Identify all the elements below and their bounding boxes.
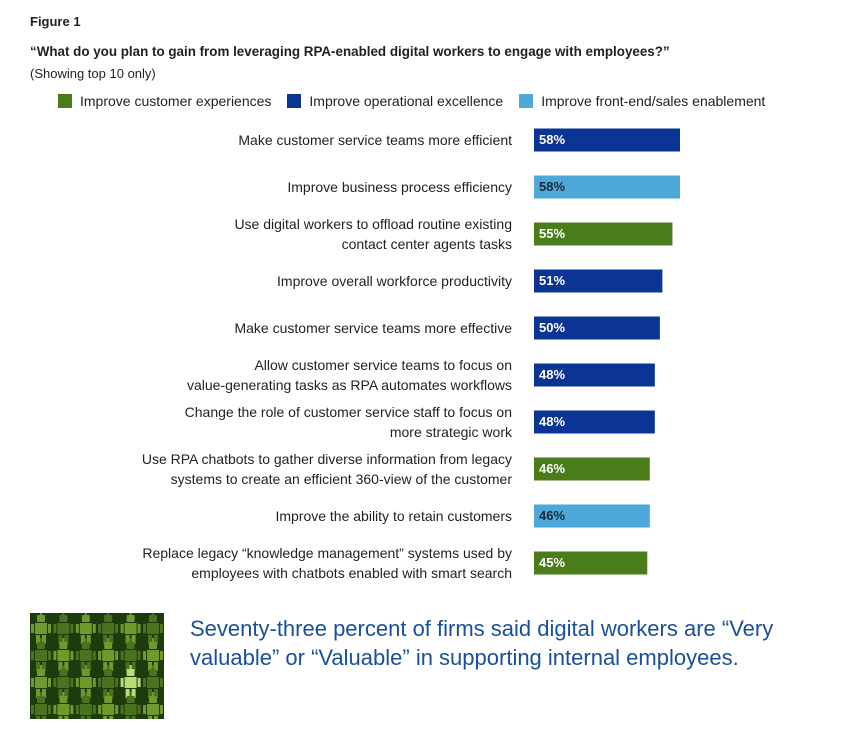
bar-value-label: 50% [539,320,565,335]
category-label: Make customer service teams more efficie… [238,132,512,148]
bar-value-label: 58% [539,132,565,147]
legend-item-sales-enablement: Improve front-end/sales enablement [519,93,765,109]
bar-value-label: 46% [539,508,565,523]
bar-10 [534,551,648,575]
bar-8 [534,457,650,481]
legend-label: Improve customer experiences [80,93,272,109]
bar-2 [534,175,680,199]
bar-value-label: 48% [539,414,565,429]
figure-label: Figure 1 [30,14,81,29]
category-label: Use digital workers to offload routine e… [234,216,512,252]
bar-value-label: 55% [539,226,565,241]
legend-label: Improve front-end/sales enablement [541,93,766,109]
category-label: Use RPA chatbots to gather diverse infor… [142,451,512,487]
bar-value-label: 51% [539,273,565,288]
chart-title: “What do you plan to gain from leveragin… [30,44,670,59]
bar-value-label: 58% [539,179,565,194]
legend-item-operational-excellence: Improve operational excellence [287,93,503,109]
category-label: Improve the ability to retain customers [275,508,512,524]
legend: Improve customer experiences Improve ope… [58,93,765,109]
category-label: Improve business process efficiency [287,179,512,195]
bar-value-label: 46% [539,461,565,476]
category-label: Allow customer service teams to focus on… [187,357,512,393]
callout-text: Seventy-three percent of firms said digi… [190,616,774,670]
bar-value-label: 48% [539,367,565,382]
bar-1 [534,128,680,152]
legend-swatch [58,94,72,108]
chart-subtitle: (Showing top 10 only) [30,66,156,81]
legend-item-customer-experiences: Improve customer experiences [58,93,271,109]
legend-swatch [519,94,534,108]
bar-4 [534,269,663,293]
bar-chart: 58% Make customer service teams more effi… [142,128,680,581]
legend-swatch [287,94,302,108]
bar-value-label: 45% [539,555,565,570]
robot-pattern-image [30,611,164,725]
legend-label: Improve operational excellence [309,93,504,109]
bar-5 [534,316,660,340]
category-label: Replace legacy “knowledge management” sy… [142,545,512,581]
category-label: Change the role of customer service staf… [185,404,513,440]
bar-7 [534,410,655,434]
bar-3 [534,222,673,246]
category-label: Improve overall workforce productivity [277,273,512,289]
bar-9 [534,504,650,528]
bar-6 [534,363,655,387]
category-label: Make customer service teams more effecti… [234,320,512,336]
robot-pattern-icon [30,611,164,725]
